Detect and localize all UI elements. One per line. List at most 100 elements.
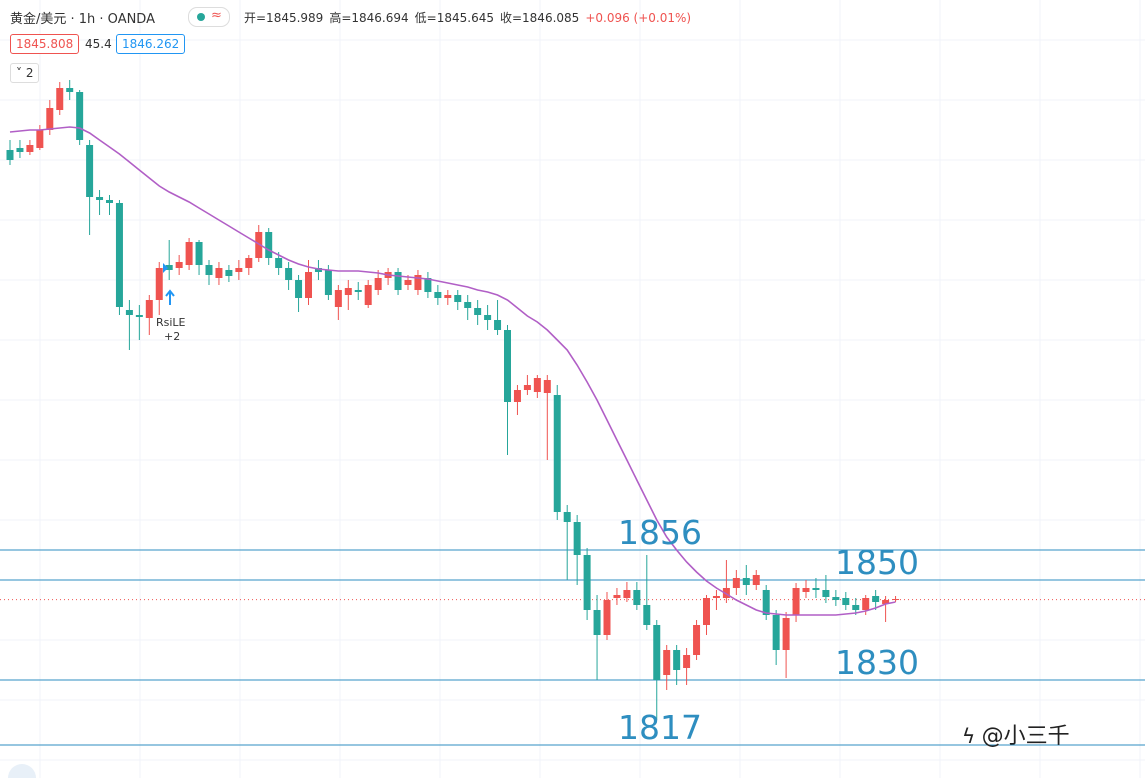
ohlc-item: 低=1845.645: [414, 11, 494, 25]
candle-body: [6, 150, 14, 160]
candle-body: [802, 588, 810, 592]
ohlc-item: 收=1846.085: [499, 11, 580, 25]
candle-body: [275, 258, 283, 268]
candle-body: [523, 385, 531, 390]
candle-body: [792, 588, 800, 615]
candle-body: [454, 295, 462, 302]
candle-body: [742, 578, 750, 585]
candle-body: [663, 650, 671, 675]
ask-box[interactable]: 1846.262: [116, 34, 186, 54]
candle-body: [464, 302, 472, 308]
candle-body: [434, 292, 442, 298]
candle-body: [583, 555, 591, 610]
candle-body: [175, 262, 183, 268]
candle-body: [295, 280, 303, 298]
candle-body: [882, 600, 890, 604]
level-label: 1850: [835, 543, 919, 582]
candle-body: [693, 625, 701, 655]
candle-body: [822, 590, 830, 597]
signal-marker: [163, 263, 168, 273]
candle-body: [334, 290, 342, 307]
candle-body: [16, 148, 24, 152]
moving-average: [9, 126, 896, 616]
candle-body: [145, 300, 153, 318]
candle-body: [653, 625, 661, 680]
level-label: 1817: [618, 708, 702, 747]
signal-qty: +2: [164, 330, 181, 343]
candle-body: [593, 610, 601, 635]
candle-body: [494, 320, 502, 330]
candle-body: [305, 272, 312, 298]
candle-body: [115, 203, 123, 307]
candle-body: [504, 330, 511, 402]
candle-body: [474, 308, 482, 315]
candle-body: [762, 590, 770, 615]
candle-body: [772, 615, 780, 650]
ohlc-item: 高=1846.694: [329, 11, 409, 25]
candle-body: [46, 108, 54, 130]
indicator-toggle[interactable]: ˅ 2: [10, 63, 40, 83]
ohlc-item: 开=1845.989: [244, 11, 324, 25]
candle-body: [513, 390, 521, 402]
candle-body: [633, 590, 641, 605]
level-label: 1856: [618, 513, 702, 552]
candle-body: [623, 590, 631, 598]
candle-body: [573, 522, 581, 555]
watermark-text: @小三千: [981, 724, 1070, 749]
bid-box[interactable]: 1845.808: [10, 34, 80, 54]
candle-body: [195, 242, 203, 265]
candle-body: [862, 598, 870, 610]
candle-body: [96, 197, 104, 200]
candle-body: [722, 588, 730, 598]
candle-body: [354, 290, 362, 292]
candle-body: [255, 232, 263, 258]
candle-body: [872, 596, 880, 602]
candle-body: [215, 268, 223, 278]
candle-body: [852, 605, 860, 610]
candle-body: [344, 288, 352, 295]
candle-body: [66, 88, 74, 92]
symbol: 黄金/美元 · 1h · OANDA: [10, 12, 155, 27]
candle-body: [414, 275, 422, 290]
candle-body: [484, 315, 492, 320]
candle-body: [36, 130, 44, 148]
ohlc-readout: 开=1845.989 高=1846.694 低=1845.645 收=1846.085…: [244, 9, 697, 26]
candle-body: [832, 597, 840, 600]
candle-body: [106, 200, 113, 203]
candle-body: [404, 280, 412, 285]
corner-icon: [8, 764, 36, 778]
candle-body: [732, 578, 740, 588]
candle-body: [424, 278, 432, 292]
candle-body: [235, 268, 243, 272]
candle-body: [76, 92, 84, 140]
ohlc-item: +0.096 (+0.01%): [585, 11, 692, 25]
candle-body: [324, 270, 332, 295]
candle-body: [444, 295, 452, 298]
candle-body: [812, 588, 820, 590]
candle-body: [364, 285, 372, 305]
candle-body: [155, 268, 163, 300]
signal-name: RsiLE: [156, 316, 186, 329]
candle-body: [563, 512, 571, 522]
candle-body: [125, 310, 133, 315]
watermark: ϟ @小三千: [962, 724, 1070, 749]
candle-body: [394, 272, 402, 290]
candle-body: [712, 596, 720, 598]
candle-body: [752, 575, 760, 585]
candle-body: [603, 600, 611, 635]
candle-body: [703, 598, 710, 625]
candle-body: [782, 618, 790, 650]
candle-body: [86, 145, 94, 197]
candle-body: [533, 378, 541, 392]
candle-body: [26, 145, 34, 152]
candle-body: [842, 598, 850, 605]
status-pill[interactable]: ≈: [188, 7, 230, 27]
candle-body: [892, 599, 900, 600]
level-label: 1830: [835, 643, 919, 682]
spread: 45.4: [85, 37, 112, 51]
candle-body: [56, 88, 64, 110]
candle-body: [673, 650, 681, 670]
candle-body: [265, 232, 273, 258]
candle-body: [285, 268, 293, 280]
